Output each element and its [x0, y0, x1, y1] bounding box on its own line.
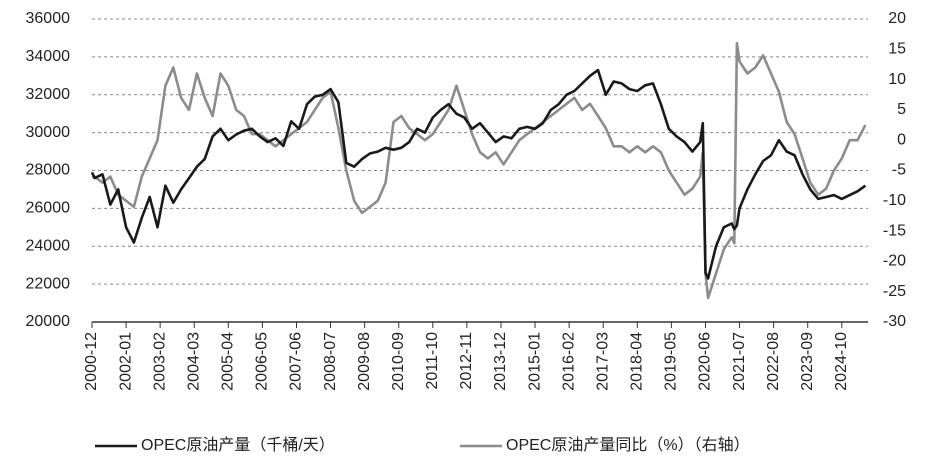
- x-tick-label: 2017-03: [594, 332, 611, 391]
- x-tick-label: 2019-05: [663, 332, 680, 391]
- x-tick-label: 2021-07: [731, 332, 748, 391]
- x-tick-label: 2013-12: [492, 332, 509, 391]
- x-tick-label: 2012-11: [458, 332, 475, 390]
- x-tick-label: 2023-09: [799, 332, 816, 391]
- x-tick-label: 2010-09: [390, 332, 407, 391]
- y2-tick-label: 5: [897, 101, 906, 118]
- x-tick-label: 2020-06: [697, 332, 714, 391]
- y2-tick-label: 0: [897, 131, 906, 148]
- legend-label: OPEC原油产量同比（%）（右轴）: [506, 436, 750, 454]
- y-tick-label: 36000: [26, 10, 71, 27]
- y-tick-label: 20000: [26, 313, 71, 330]
- y-tick-label: 22000: [26, 275, 71, 292]
- x-tick-label: 2016-02: [560, 332, 577, 391]
- y-tick-label: 30000: [26, 124, 71, 141]
- x-tick-label: 2022-08: [765, 332, 782, 391]
- x-tick-label: 2007-06: [288, 332, 305, 391]
- y2-tick-label: 10: [888, 71, 906, 88]
- x-tick-label: 2008-07: [322, 332, 339, 391]
- y2-tick-label: 15: [888, 41, 906, 58]
- series-line: [90, 68, 867, 280]
- x-tick-label: 2024-10: [833, 332, 850, 391]
- x-tick-label: 2006-05: [254, 332, 271, 391]
- y2-tick-label: -20: [883, 253, 906, 270]
- y-tick-label: 34000: [26, 48, 71, 65]
- y-tick-label: 28000: [26, 162, 71, 179]
- series-line: [92, 41, 867, 300]
- x-tick-label: 2011-10: [424, 332, 441, 390]
- y2-tick-label: -5: [892, 162, 906, 179]
- x-tick-label: 2009-08: [356, 332, 373, 391]
- x-tick-label: 2000-12: [83, 332, 100, 391]
- y2-tick-label: -25: [883, 283, 906, 300]
- y-tick-label: 24000: [26, 237, 71, 254]
- x-tick-label: 2004-03: [185, 332, 202, 391]
- y2-tick-label: -15: [883, 222, 906, 239]
- legend-label: OPEC原油产量（千桶/天）: [141, 436, 335, 454]
- y2-tick-label: 20: [888, 10, 906, 27]
- y2-tick-label: -10: [883, 192, 906, 209]
- y2-tick-label: -30: [883, 313, 906, 330]
- x-tick-label: 2018-04: [629, 332, 646, 391]
- x-tick-label: 2005-04: [220, 332, 237, 391]
- x-tick-label: 2002-01: [117, 332, 134, 391]
- y-tick-label: 32000: [26, 86, 71, 103]
- y-tick-label: 26000: [26, 200, 71, 217]
- x-tick-label: 2015-01: [526, 332, 543, 391]
- x-tick-label: 2003-02: [151, 332, 168, 391]
